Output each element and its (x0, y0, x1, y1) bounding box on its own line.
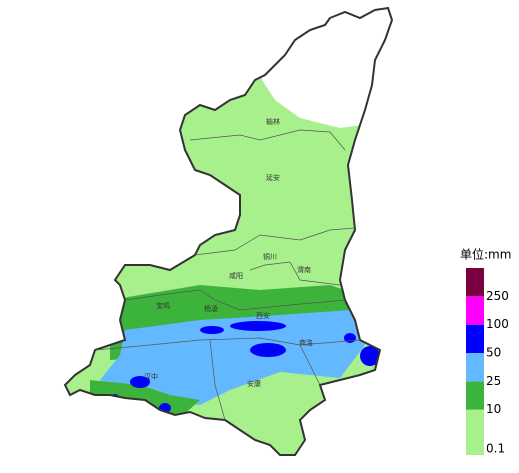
legend-unit: 单位:mm (460, 247, 511, 262)
legend-label: 250 (486, 289, 509, 303)
city-label: 安康 (247, 379, 261, 388)
legend-swatch (466, 381, 484, 410)
city-label: 渭南 (297, 265, 311, 274)
legend-swatch (466, 409, 484, 455)
legend-swatch (466, 268, 484, 297)
legend-label: 50 (486, 346, 501, 360)
city-label: 铜川 (263, 252, 277, 261)
city-label: 汉中 (144, 372, 158, 381)
legend-swatch (466, 324, 484, 353)
legend-label: 0.1 (486, 442, 505, 456)
city-label: 榆林 (266, 117, 280, 126)
legend: 0.1 10 25 50 100 250 (466, 268, 509, 456)
city-label: 延安 (266, 173, 280, 182)
city-label: 商洛 (299, 338, 313, 347)
legend-label: 100 (486, 317, 509, 331)
city-label: 杨凌 (204, 304, 218, 313)
city-label: 咸阳 (229, 271, 243, 280)
city-borders (94, 129, 361, 421)
legend-label: 25 (486, 374, 501, 388)
rain-storm (111, 321, 380, 413)
city-label: 宝鸡 (156, 301, 170, 310)
city-label: 西安 (256, 311, 270, 320)
rain-heavy (100, 310, 365, 405)
legend-swatch (466, 296, 484, 325)
legend-label: 10 (486, 402, 501, 416)
legend-swatch (466, 353, 484, 382)
